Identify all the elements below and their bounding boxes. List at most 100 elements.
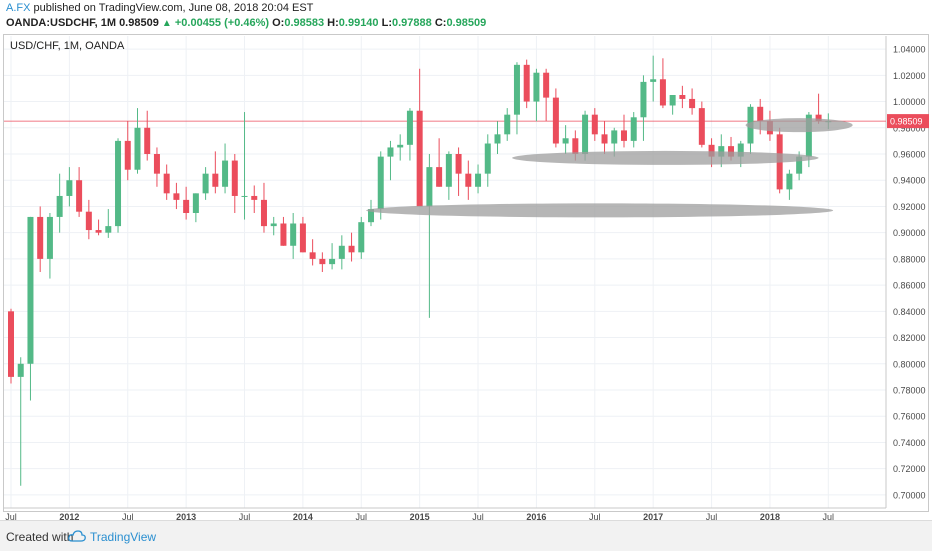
- candle-body[interactable]: [698, 108, 705, 145]
- candle-body[interactable]: [659, 79, 666, 106]
- candle-body[interactable]: [76, 180, 83, 212]
- candle-body[interactable]: [95, 230, 102, 233]
- candle-body[interactable]: [124, 140, 131, 170]
- candle-body[interactable]: [805, 114, 812, 157]
- candle-body[interactable]: [270, 223, 277, 227]
- candle-body[interactable]: [348, 245, 355, 253]
- candle-body[interactable]: [280, 223, 287, 246]
- candle-body[interactable]: [387, 147, 394, 157]
- candle-body[interactable]: [134, 127, 141, 170]
- candle-body[interactable]: [377, 156, 384, 210]
- candle-body[interactable]: [591, 114, 598, 135]
- candle-body[interactable]: [358, 222, 365, 253]
- candle-body[interactable]: [338, 245, 345, 259]
- candle-body[interactable]: [543, 72, 550, 98]
- candle-body[interactable]: [669, 95, 676, 106]
- y-tick-label: 1.04000: [893, 45, 926, 55]
- candle-body[interactable]: [601, 134, 608, 144]
- candle-body[interactable]: [202, 173, 209, 194]
- candle-body[interactable]: [212, 173, 219, 187]
- candle-body[interactable]: [85, 211, 92, 231]
- chart-pane[interactable]: [3, 34, 929, 512]
- candle-body[interactable]: [299, 223, 306, 253]
- candle-body[interactable]: [46, 216, 53, 259]
- candle-body[interactable]: [309, 252, 316, 259]
- candle-body[interactable]: [319, 258, 326, 265]
- candle-body[interactable]: [796, 156, 803, 174]
- support-ellipse-annotation[interactable]: [366, 203, 834, 218]
- candlestick-chart[interactable]: 0.70000 0.72000 0.74000 0.76000 0.78000 0.800…: [0, 0, 932, 520]
- candle-body[interactable]: [66, 180, 73, 196]
- candle-body[interactable]: [494, 134, 501, 144]
- candle-body[interactable]: [455, 154, 462, 174]
- candle-body[interactable]: [173, 193, 180, 200]
- candle-body[interactable]: [153, 154, 160, 174]
- candle-body[interactable]: [27, 216, 34, 364]
- candle-body[interactable]: [241, 195, 248, 197]
- candle-body[interactable]: [582, 114, 589, 154]
- candle-body[interactable]: [8, 311, 14, 377]
- candle-body[interactable]: [630, 117, 637, 141]
- author-link[interactable]: A.FX: [6, 2, 31, 14]
- candle-body[interactable]: [416, 110, 423, 207]
- candle-body[interactable]: [815, 114, 822, 122]
- candle-body[interactable]: [484, 143, 491, 174]
- candle-body[interactable]: [56, 195, 63, 217]
- candle-body[interactable]: [475, 173, 482, 187]
- candle-body[interactable]: [144, 127, 151, 154]
- candle-body[interactable]: [17, 363, 24, 377]
- high-label: H:: [327, 17, 339, 29]
- candle-body[interactable]: [718, 146, 725, 157]
- candle-body[interactable]: [640, 81, 647, 118]
- candle-body[interactable]: [436, 167, 443, 187]
- y-tick-label: 0.82000: [893, 333, 926, 343]
- x-tick-label: 2015: [410, 512, 430, 520]
- candle-body[interactable]: [650, 79, 657, 82]
- x-tick-label: 2017: [643, 512, 663, 520]
- candle-body[interactable]: [222, 160, 229, 187]
- candle-body[interactable]: [192, 193, 199, 213]
- tradingview-brand-link[interactable]: TradingView: [90, 530, 157, 544]
- candle-body[interactable]: [260, 199, 267, 227]
- x-tick-label: Jul: [239, 512, 251, 520]
- candle-body[interactable]: [465, 173, 472, 187]
- candle-body[interactable]: [105, 226, 112, 233]
- candle-body[interactable]: [689, 98, 696, 109]
- x-tick-label: 2014: [293, 512, 313, 520]
- candle-body[interactable]: [397, 144, 404, 148]
- candle-body[interactable]: [513, 64, 520, 115]
- candle-body[interactable]: [708, 144, 715, 157]
- candle-body[interactable]: [231, 160, 238, 196]
- candle-body[interactable]: [504, 114, 511, 135]
- candle-body[interactable]: [562, 138, 569, 144]
- support-ellipse-annotation[interactable]: [512, 150, 819, 165]
- candle-body[interactable]: [290, 223, 297, 246]
- candle-body[interactable]: [445, 154, 452, 187]
- candle-body[interactable]: [679, 95, 686, 99]
- last-price: 0.98509: [119, 17, 159, 29]
- current-price-tag: [887, 114, 929, 129]
- candle-body[interactable]: [611, 130, 618, 144]
- candle-body[interactable]: [533, 72, 540, 102]
- candle-body[interactable]: [426, 167, 433, 207]
- candle-body[interactable]: [620, 130, 627, 141]
- candle-body[interactable]: [115, 140, 122, 227]
- candle-body[interactable]: [251, 195, 258, 200]
- candle-body[interactable]: [368, 209, 375, 223]
- y-tick-label: 0.80000: [893, 359, 926, 369]
- candle-body[interactable]: [572, 138, 579, 154]
- candle-body[interactable]: [163, 173, 170, 194]
- candle-body[interactable]: [757, 106, 764, 122]
- candle-body[interactable]: [329, 258, 336, 265]
- candle-body[interactable]: [737, 143, 744, 157]
- candle-body[interactable]: [37, 216, 44, 259]
- candle-body[interactable]: [523, 64, 530, 102]
- candle-body[interactable]: [786, 173, 793, 190]
- candle-body[interactable]: [406, 110, 413, 145]
- support-ellipse-annotation[interactable]: [745, 118, 853, 133]
- candle-body[interactable]: [183, 199, 190, 213]
- candle-body[interactable]: [728, 146, 735, 157]
- up-arrow-icon: ▲: [161, 18, 172, 29]
- y-tick-label: 0.90000: [893, 228, 926, 238]
- candle-body[interactable]: [552, 97, 559, 144]
